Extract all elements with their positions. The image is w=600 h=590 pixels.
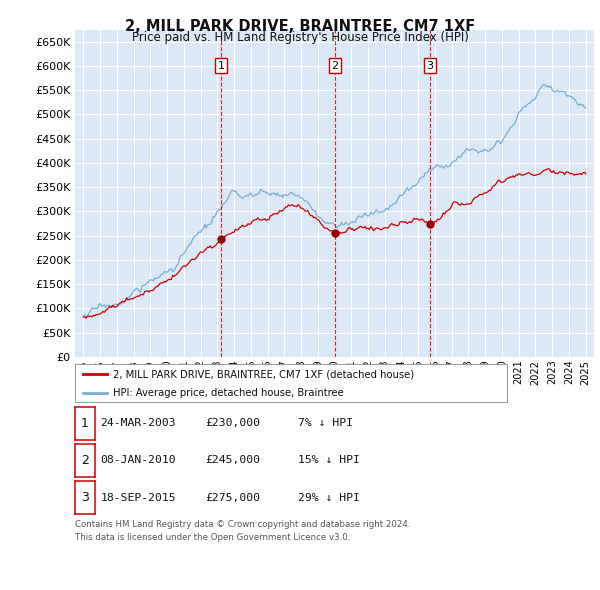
Text: 3: 3 <box>81 491 89 504</box>
Text: £245,000: £245,000 <box>205 455 260 466</box>
Text: 1: 1 <box>81 417 89 430</box>
Text: 7% ↓ HPI: 7% ↓ HPI <box>298 418 353 428</box>
Text: 2, MILL PARK DRIVE, BRAINTREE, CM7 1XF (detached house): 2, MILL PARK DRIVE, BRAINTREE, CM7 1XF (… <box>113 369 414 379</box>
Text: £275,000: £275,000 <box>205 493 260 503</box>
Text: Price paid vs. HM Land Registry's House Price Index (HPI): Price paid vs. HM Land Registry's House … <box>131 31 469 44</box>
Text: This data is licensed under the Open Government Licence v3.0.: This data is licensed under the Open Gov… <box>75 533 350 542</box>
Text: 2: 2 <box>81 454 89 467</box>
Text: 3: 3 <box>427 61 434 71</box>
Text: 2: 2 <box>331 61 338 71</box>
Text: 08-JAN-2010: 08-JAN-2010 <box>100 455 176 466</box>
Text: 15% ↓ HPI: 15% ↓ HPI <box>298 455 360 466</box>
Text: £230,000: £230,000 <box>205 418 260 428</box>
Text: 1: 1 <box>217 61 224 71</box>
Text: 18-SEP-2015: 18-SEP-2015 <box>100 493 176 503</box>
Text: 2, MILL PARK DRIVE, BRAINTREE, CM7 1XF: 2, MILL PARK DRIVE, BRAINTREE, CM7 1XF <box>125 19 475 34</box>
Text: HPI: Average price, detached house, Braintree: HPI: Average price, detached house, Brai… <box>113 388 344 398</box>
Text: 29% ↓ HPI: 29% ↓ HPI <box>298 493 360 503</box>
Text: Contains HM Land Registry data © Crown copyright and database right 2024.: Contains HM Land Registry data © Crown c… <box>75 520 410 529</box>
Text: 24-MAR-2003: 24-MAR-2003 <box>100 418 176 428</box>
